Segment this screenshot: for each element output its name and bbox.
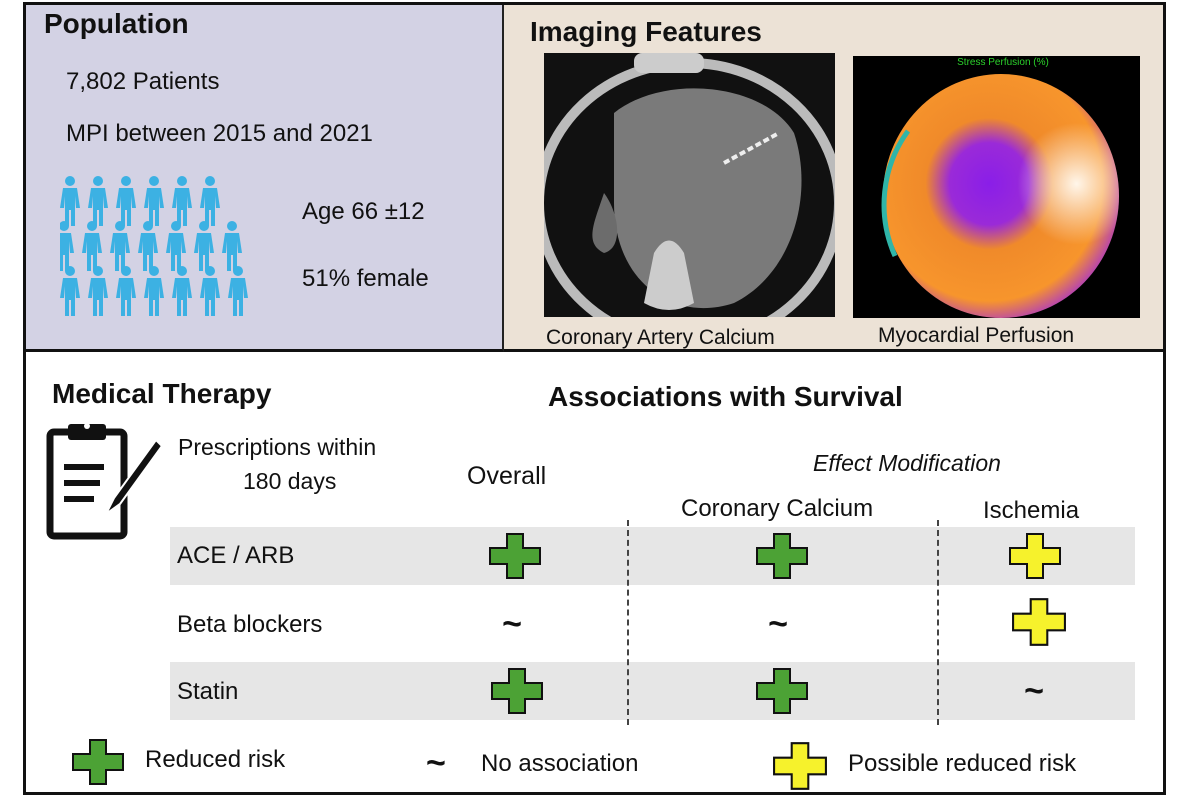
col-ischemia: Ischemia: [983, 497, 1080, 524]
col-calcium: Coronary Calcium: [681, 495, 874, 522]
population-title: Population: [44, 8, 189, 39]
column-divider: [627, 520, 629, 725]
table-row-ace-arb: [170, 527, 1135, 585]
associations-title: Associations with Survival: [548, 381, 903, 412]
legend-reduced-risk: Reduced risk: [145, 746, 286, 773]
column-divider: [937, 520, 939, 725]
svg-text:Stress Perfusion (%): Stress Perfusion (%): [957, 57, 1049, 68]
therapy-title: Medical Therapy: [52, 378, 272, 409]
figure-frame: [23, 2, 1166, 795]
effect-modification-label: Effect Modification: [813, 450, 1001, 476]
imaging-title: Imaging Features: [530, 16, 762, 47]
possible-reduced-risk-icon: [999, 593, 1079, 651]
legend-no-association: No association: [481, 750, 639, 777]
study-period: MPI between 2015 and 2021: [66, 120, 373, 147]
col-overall: Overall: [467, 462, 547, 490]
reduced-risk-icon: [742, 662, 822, 720]
patients-count: 7,802 Patients: [66, 68, 220, 95]
table-row-statin: [170, 662, 1135, 720]
therapy-subtitle-2: 180 days: [243, 468, 337, 494]
no-association-icon: ~: [1024, 671, 1044, 710]
female-stat: 51% female: [302, 265, 429, 292]
no-association-icon: ~: [768, 604, 788, 643]
drug-label: Beta blockers: [177, 611, 323, 638]
reduced-risk-icon: [477, 662, 557, 720]
clipboard-pencil-icon: [46, 423, 164, 540]
drug-label: Statin: [177, 678, 239, 705]
mpi-caption: Myocardial Perfusion: [878, 324, 1075, 347]
reduced-risk-icon: [742, 527, 822, 585]
age-stat: Age 66 ±12: [302, 198, 425, 225]
polar-map-image: Stress Perfusion (%): [853, 56, 1140, 318]
ct-scan-image: [544, 53, 835, 317]
legend-possible-reduced-risk-icon: [760, 737, 840, 795]
legend-no-association-icon: ~: [426, 744, 446, 782]
reduced-risk-icon: [475, 527, 555, 585]
drug-label: ACE / ARB: [177, 542, 295, 569]
no-association-icon: ~: [502, 604, 522, 643]
therapy-subtitle-1: Prescriptions within: [178, 434, 377, 460]
legend-reduced-risk-icon: [58, 733, 138, 791]
legend-possible-reduced-risk: Possible reduced risk: [848, 750, 1077, 777]
possible-reduced-risk-icon: [995, 527, 1075, 585]
ct-caption: Coronary Artery Calcium: [546, 326, 775, 349]
people-group-icon: [60, 176, 248, 316]
